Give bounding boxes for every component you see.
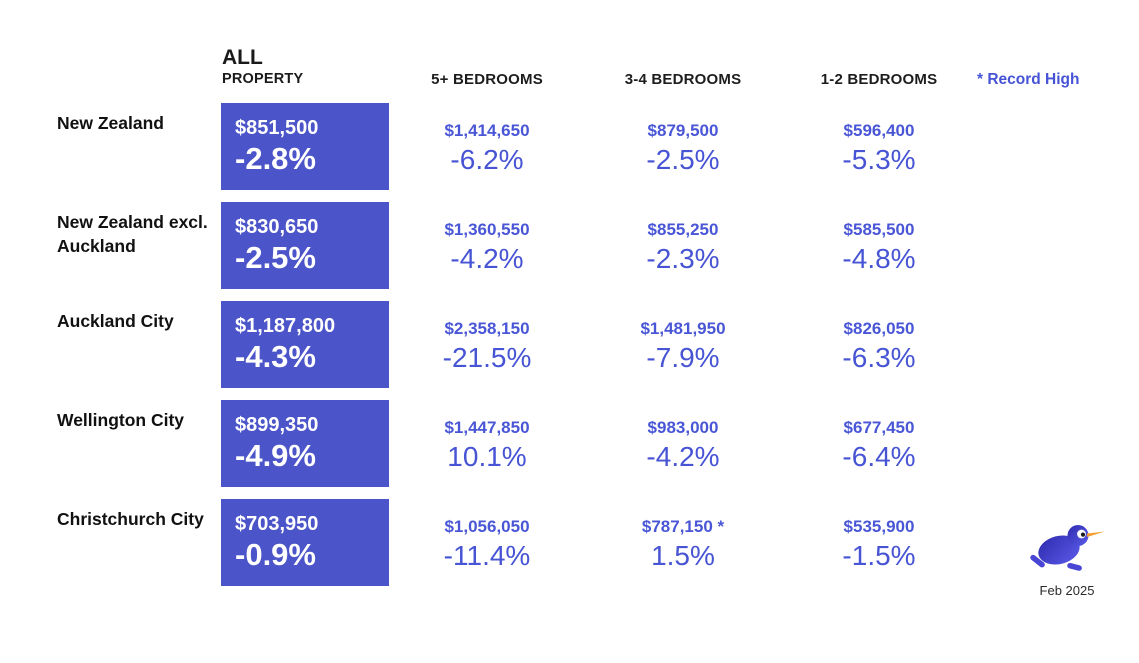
bed5-change: -4.2% <box>450 243 524 274</box>
region-label: Auckland City <box>57 311 174 331</box>
bed12-change: -5.3% <box>842 144 916 175</box>
bed5-change: -6.2% <box>450 144 524 175</box>
bed34-cell: $1,481,950 -7.9% <box>585 301 781 388</box>
header-1-2-bedrooms: 1-2 BEDROOMS <box>820 71 938 88</box>
bed34-price: $879,500 <box>647 121 719 140</box>
bed34-change: 1.5% <box>651 540 715 571</box>
header-all-property: ALL PROPERTY <box>221 46 389 89</box>
bed12-cell: $826,050 -6.3% <box>781 301 977 388</box>
all-property-change: -4.9% <box>235 438 316 473</box>
all-property-price: $1,187,800 <box>235 315 336 337</box>
all-property-change: -2.5% <box>235 240 316 275</box>
bed12-cell: $596,400 -5.3% <box>781 103 977 190</box>
bed5-change: 10.1% <box>447 441 527 472</box>
bed5-cell: $1,447,850 10.1% <box>389 400 585 487</box>
row-spacer <box>977 103 1139 190</box>
bed5-cell: $2,358,150 -21.5% <box>389 301 585 388</box>
all-property-box: $851,500 -2.8% <box>221 103 389 190</box>
bed12-cell: $677,450 -6.4% <box>781 400 977 487</box>
record-high-legend: * Record High <box>977 71 1080 88</box>
table-row: Wellington City $899,350 -4.9% $1,447,85… <box>0 400 1139 487</box>
bed34-price: $855,250 <box>647 220 719 239</box>
all-property-box: $830,650 -2.5% <box>221 202 389 289</box>
row-spacer <box>977 301 1139 388</box>
bed5-cell: $1,360,550 -4.2% <box>389 202 585 289</box>
bed5-change: -11.4% <box>443 540 531 571</box>
all-property-box: $1,187,800 -4.3% <box>221 301 389 388</box>
bed5-cell: $1,056,050 -11.4% <box>389 499 585 586</box>
region-label: Christchurch City <box>57 509 204 529</box>
bed34-change: -2.5% <box>646 144 720 175</box>
all-property-change: -0.9% <box>235 537 316 572</box>
bed12-cell: $535,900 -1.5% <box>781 499 977 586</box>
bed12-price: $596,400 <box>843 121 915 140</box>
bed34-change: -2.3% <box>646 243 720 274</box>
bed12-price: $535,900 <box>843 517 915 536</box>
table-row: Christchurch City $703,950 -0.9% $1,056,… <box>0 499 1139 586</box>
header-5plus-bedrooms: 5+ BEDROOMS <box>431 71 543 88</box>
kiwi-badge: Feb 2025 <box>1021 522 1113 598</box>
all-property-box: $899,350 -4.9% <box>221 400 389 487</box>
all-property-price: $899,350 <box>235 414 319 436</box>
bed34-cell: $879,500 -2.5% <box>585 103 781 190</box>
bed12-change: -1.5% <box>842 540 916 571</box>
bed5-price: $1,056,050 <box>444 517 530 536</box>
bed5-price: $2,358,150 <box>444 319 530 338</box>
bed12-price: $826,050 <box>843 319 915 338</box>
bed5-change: -21.5% <box>442 342 532 373</box>
header-property-label: PROPERTY <box>222 71 304 87</box>
bed12-change: -4.8% <box>842 243 916 274</box>
row-spacer <box>977 400 1139 487</box>
kiwi-bird-icon <box>1030 525 1105 571</box>
all-property-price: $851,500 <box>235 117 319 139</box>
all-property-box: $703,950 -0.9% <box>221 499 389 586</box>
region-label: New Zealand <box>57 113 164 133</box>
region-label: Wellington City <box>57 410 185 430</box>
bed5-price: $1,360,550 <box>444 220 530 239</box>
row-spacer <box>977 202 1139 289</box>
table-row: New Zealand $851,500 -2.8% $1,414,650 -6… <box>0 103 1139 190</box>
bed12-cell: $585,500 -4.8% <box>781 202 977 289</box>
all-property-price: $703,950 <box>235 513 319 535</box>
table-row: Auckland City $1,187,800 -4.3% $2,358,15… <box>0 301 1139 388</box>
all-property-price: $830,650 <box>235 216 319 238</box>
table-rows: New Zealand $851,500 -2.8% $1,414,650 -6… <box>0 103 1139 586</box>
bed5-price: $1,414,650 <box>444 121 530 140</box>
bed34-change: -4.2% <box>646 441 720 472</box>
table-header: ALL PROPERTY 5+ BEDROOMS 3-4 BEDROOMS 1-… <box>0 0 1139 89</box>
bed12-change: -6.4% <box>842 441 916 472</box>
table-row: New Zealand excl. Auckland $830,650 -2.5… <box>0 202 1139 289</box>
bed5-price: $1,447,850 <box>444 418 530 437</box>
header-all-label: ALL <box>222 46 263 69</box>
region-label: New Zealand excl. Auckland <box>57 212 208 256</box>
bed34-price: $1,481,950 <box>640 319 726 338</box>
bed34-change: -7.9% <box>646 342 720 373</box>
bed5-cell: $1,414,650 -6.2% <box>389 103 585 190</box>
period-label: Feb 2025 <box>1039 583 1095 598</box>
header-3-4-bedrooms: 3-4 BEDROOMS <box>624 71 742 88</box>
bed12-change: -6.3% <box>842 342 916 373</box>
bed12-price: $677,450 <box>843 418 915 437</box>
bed34-cell: $787,150 * 1.5% <box>585 499 781 586</box>
bed34-cell: $983,000 -4.2% <box>585 400 781 487</box>
bed12-price: $585,500 <box>843 220 915 239</box>
bed34-cell: $855,250 -2.3% <box>585 202 781 289</box>
bed34-price: $983,000 <box>647 418 719 437</box>
bed34-price: $787,150 * <box>641 517 725 536</box>
all-property-change: -4.3% <box>235 339 316 374</box>
all-property-change: -2.8% <box>235 141 316 176</box>
